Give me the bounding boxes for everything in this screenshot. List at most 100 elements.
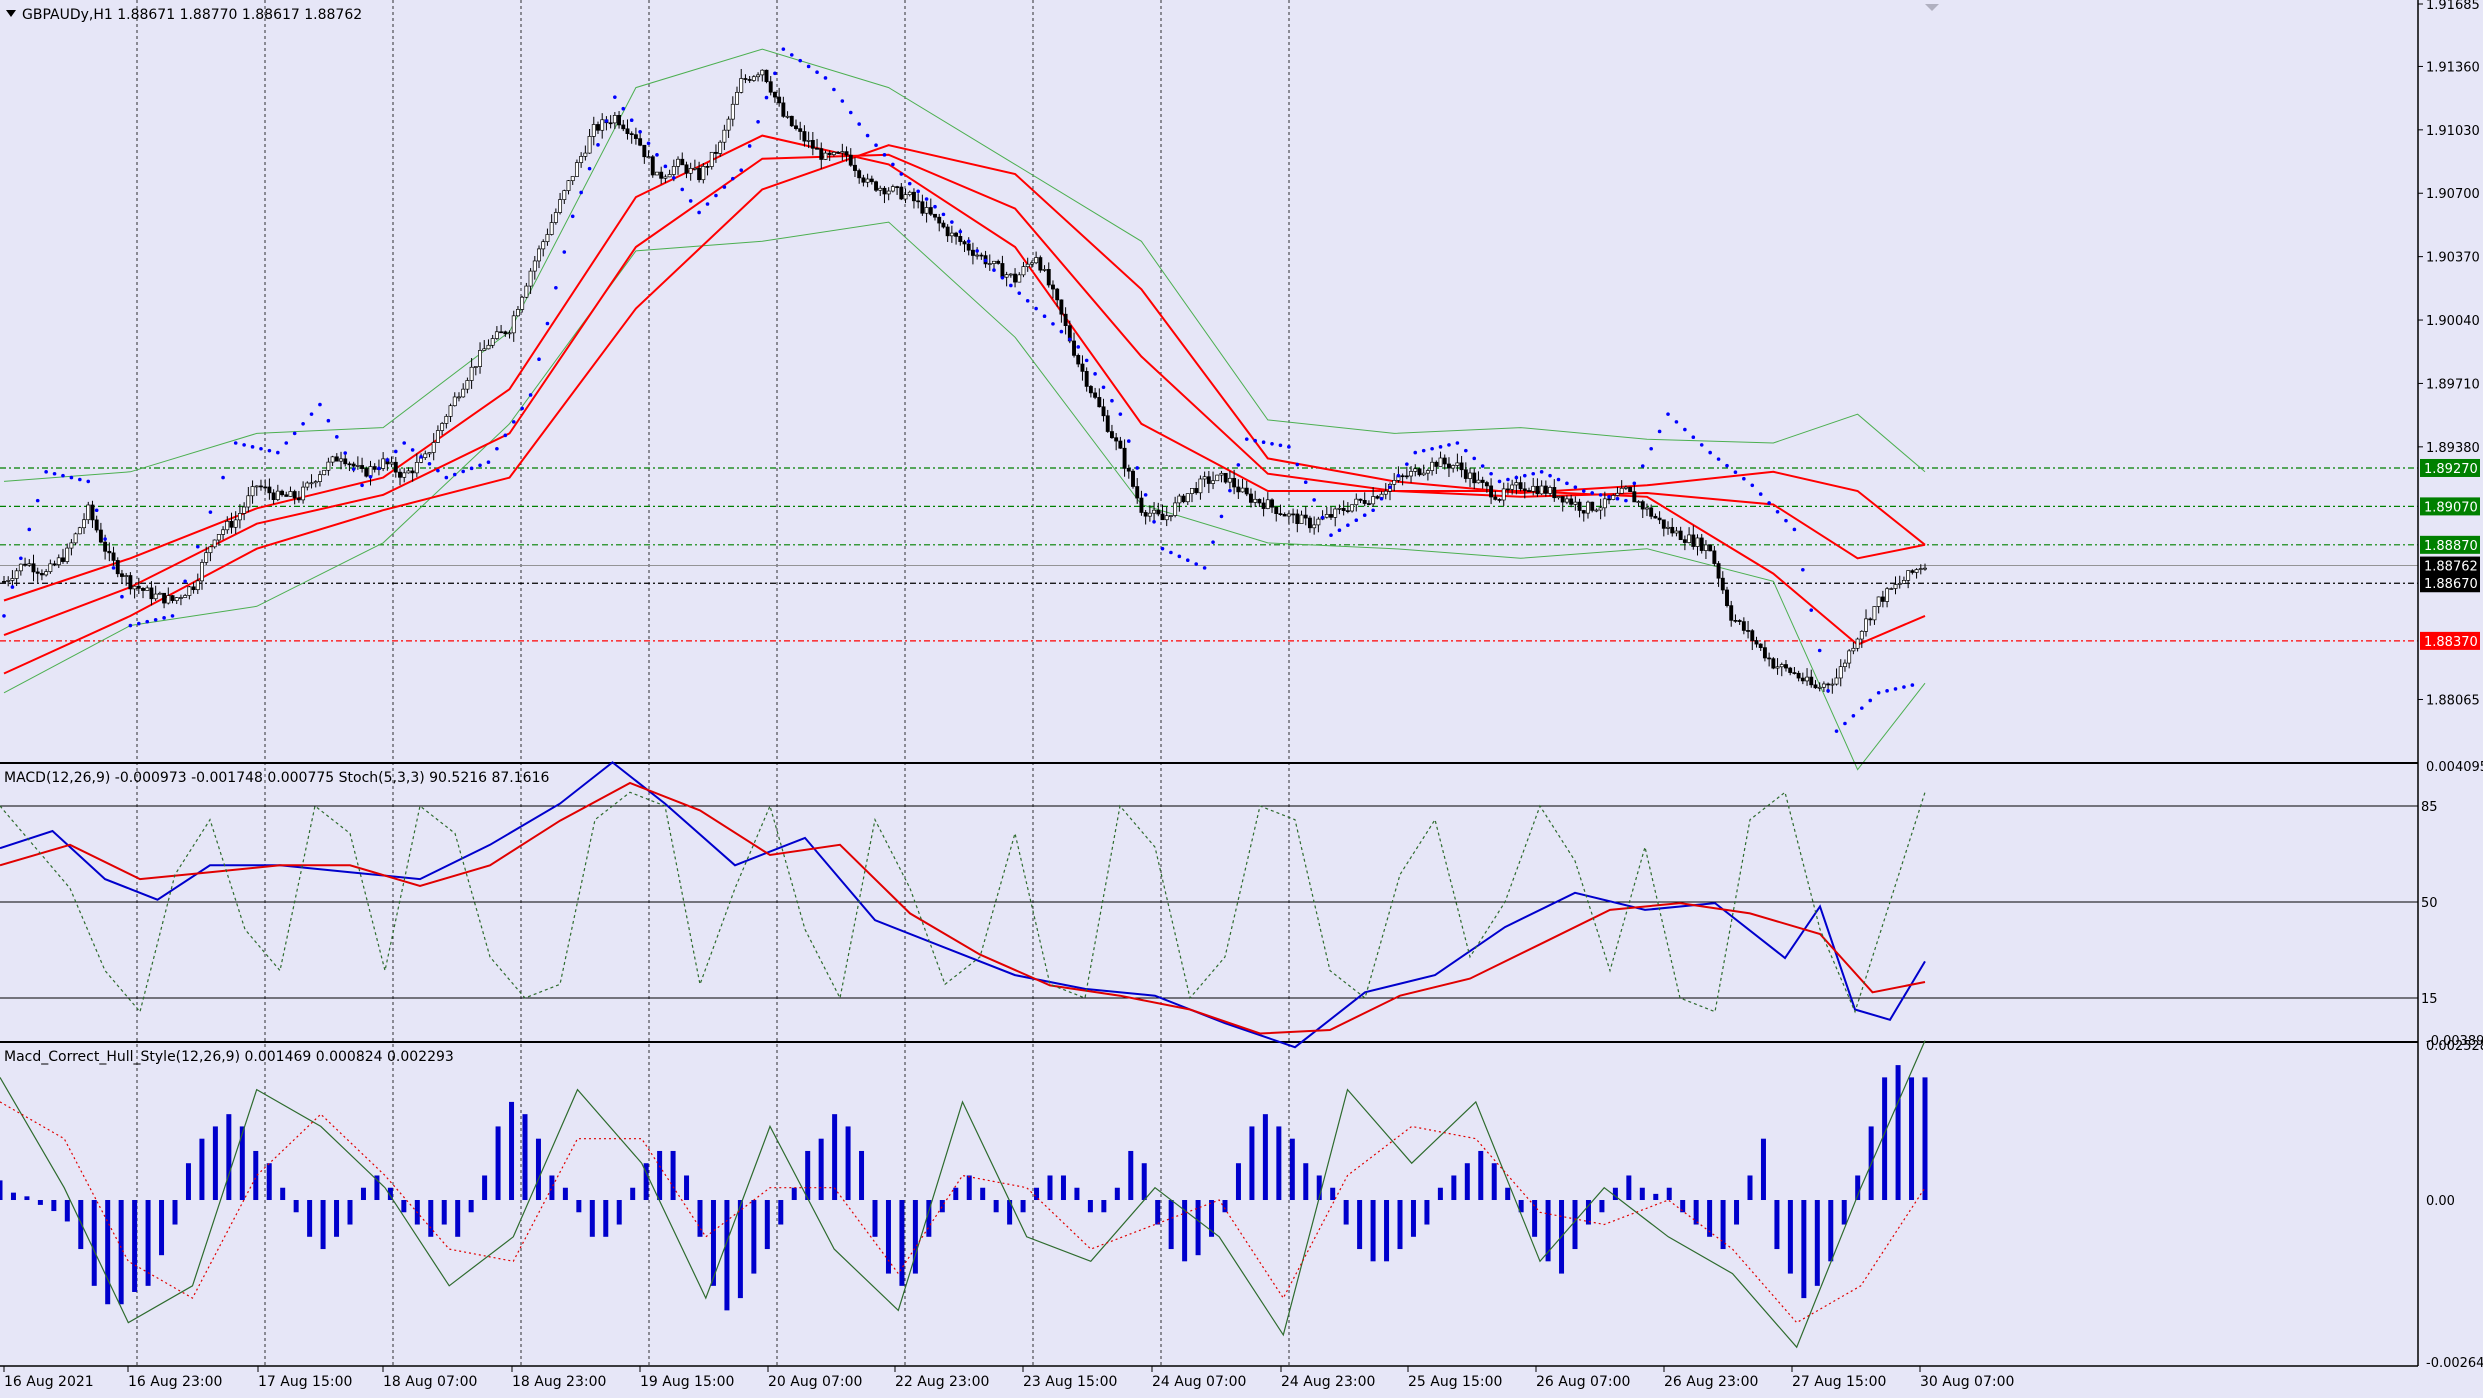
sar-dot (1590, 491, 1594, 495)
candle-body (1586, 501, 1590, 514)
hull-histogram-bar (1841, 1200, 1847, 1225)
candle-body (486, 344, 491, 350)
hull-histogram-bar (0, 1180, 3, 1201)
sar-dot (1758, 492, 1763, 496)
candle-body (1645, 507, 1649, 510)
candle-body (225, 520, 230, 531)
candle-body (1497, 499, 1502, 501)
price-pane[interactable]: 1.89270 1.89070 1.88870 1.88670 1.88370 (0, 47, 2480, 771)
sar-dot (1497, 479, 1502, 484)
candle-body (819, 148, 824, 160)
sar-dot (1253, 438, 1257, 443)
candle-body (132, 585, 137, 590)
candle-body (1303, 514, 1308, 519)
sar-dot (1649, 446, 1653, 451)
macd-indicator-title: MACD(12,26,9) -0.000973 -0.001748 0.0007… (4, 770, 549, 786)
candle-body (1762, 647, 1767, 659)
candle-body (368, 466, 373, 477)
hull-fast-line (0, 1040, 1926, 1349)
hull-histogram-bar (872, 1200, 878, 1237)
candle-body (259, 485, 263, 488)
candle-body (339, 458, 343, 462)
hull-histogram-bar (966, 1175, 972, 1201)
candle-body (347, 463, 352, 466)
sar-dot (1565, 481, 1569, 486)
candle-body (1409, 471, 1413, 477)
hull-histogram-bar (885, 1200, 891, 1274)
candle-body (709, 151, 714, 167)
hull-macd-pane[interactable]: 0.002528 0.00 -0.002642 (0, 1039, 2483, 1371)
sar-dot (1716, 457, 1721, 461)
candle-body (14, 570, 19, 579)
candle-body (1548, 487, 1553, 494)
hull-histogram-bar (10, 1192, 16, 1201)
sar-dot (511, 420, 516, 424)
candle-body (954, 232, 959, 237)
sar-dot (1261, 440, 1266, 445)
macd-stoch-pane[interactable]: 85 50 15 0.004095 -0.00389 (0, 760, 2483, 1049)
candle-body (1126, 467, 1131, 472)
candle-body (1522, 488, 1527, 491)
sar-dot (162, 616, 166, 620)
hull-histogram-bar (1585, 1200, 1591, 1225)
candle-body (625, 128, 630, 134)
candle-body (1653, 515, 1658, 519)
candle-body (537, 248, 541, 262)
candle-body (98, 529, 103, 543)
candle-body (697, 167, 702, 181)
candle-body (608, 122, 613, 125)
candle-body (1413, 468, 1418, 472)
dropdown-arrow-icon[interactable] (6, 10, 16, 17)
sar-dot (1531, 471, 1536, 476)
sar-dot (1607, 494, 1611, 499)
candle-body (1038, 257, 1043, 271)
hull-histogram-bar (482, 1175, 488, 1201)
candle-body (1046, 269, 1051, 286)
candle-body (617, 115, 622, 126)
macd-tick-label: -0.00389 (2426, 1034, 2483, 1049)
candle-body (1556, 496, 1561, 499)
candle-body (1101, 406, 1106, 417)
candle-body (979, 254, 984, 257)
macd-tick-label: 0.004095 (2426, 760, 2483, 775)
candle-body (318, 474, 322, 482)
candle-body (1345, 510, 1350, 512)
sar-dot (1025, 299, 1030, 303)
price-axis[interactable]: 1.91685 1.91360 1.91030 1.90700 1.90370 1.900… (2418, 0, 2480, 708)
candle-body (372, 466, 377, 470)
hull-histogram-bar (509, 1101, 515, 1201)
scroll-marker-icon[interactable] (1925, 4, 1939, 11)
candle-body (1177, 495, 1182, 504)
sar-dot (1539, 470, 1544, 474)
sar-dot (1750, 483, 1755, 488)
hull-histogram-bar (953, 1187, 959, 1201)
time-axis[interactable]: 16 Aug 2021 16 Aug 23:00 17 Aug 15:00 18 Au… (3, 1366, 2014, 1390)
hull-histogram-bar (1734, 1200, 1740, 1225)
candle-body (903, 194, 908, 200)
candle-body (646, 156, 651, 159)
hull-histogram-bar (805, 1150, 811, 1201)
bollinger-upper-line (3, 48, 1926, 482)
candle-body (1754, 640, 1759, 645)
candle-body (1472, 472, 1477, 484)
candle-body (1910, 570, 1915, 573)
time-tick-label: 23 Aug 15:00 (1023, 1374, 1117, 1390)
hull-histogram-bar (347, 1200, 353, 1225)
hull-histogram-bar (1209, 1200, 1215, 1237)
price-level-label: 1.89070 (2424, 500, 2478, 515)
candle-body (191, 586, 196, 591)
sar-dot (385, 458, 390, 462)
time-tick-label: 17 Aug 15:00 (258, 1374, 352, 1390)
sar-dot (1801, 567, 1805, 572)
sar-dot (1228, 488, 1232, 493)
hull-indicator-title: Macd_Correct_Hull_Style(12,26,9) 0.00146… (4, 1049, 454, 1065)
hull-histogram-bar (778, 1200, 784, 1225)
candle-body (263, 486, 268, 489)
sar-dot (128, 623, 133, 628)
sar-dot (1826, 689, 1830, 693)
hull-histogram-bar (64, 1200, 70, 1222)
candle-body (1223, 472, 1228, 483)
hull-histogram-bar (1451, 1175, 1457, 1201)
